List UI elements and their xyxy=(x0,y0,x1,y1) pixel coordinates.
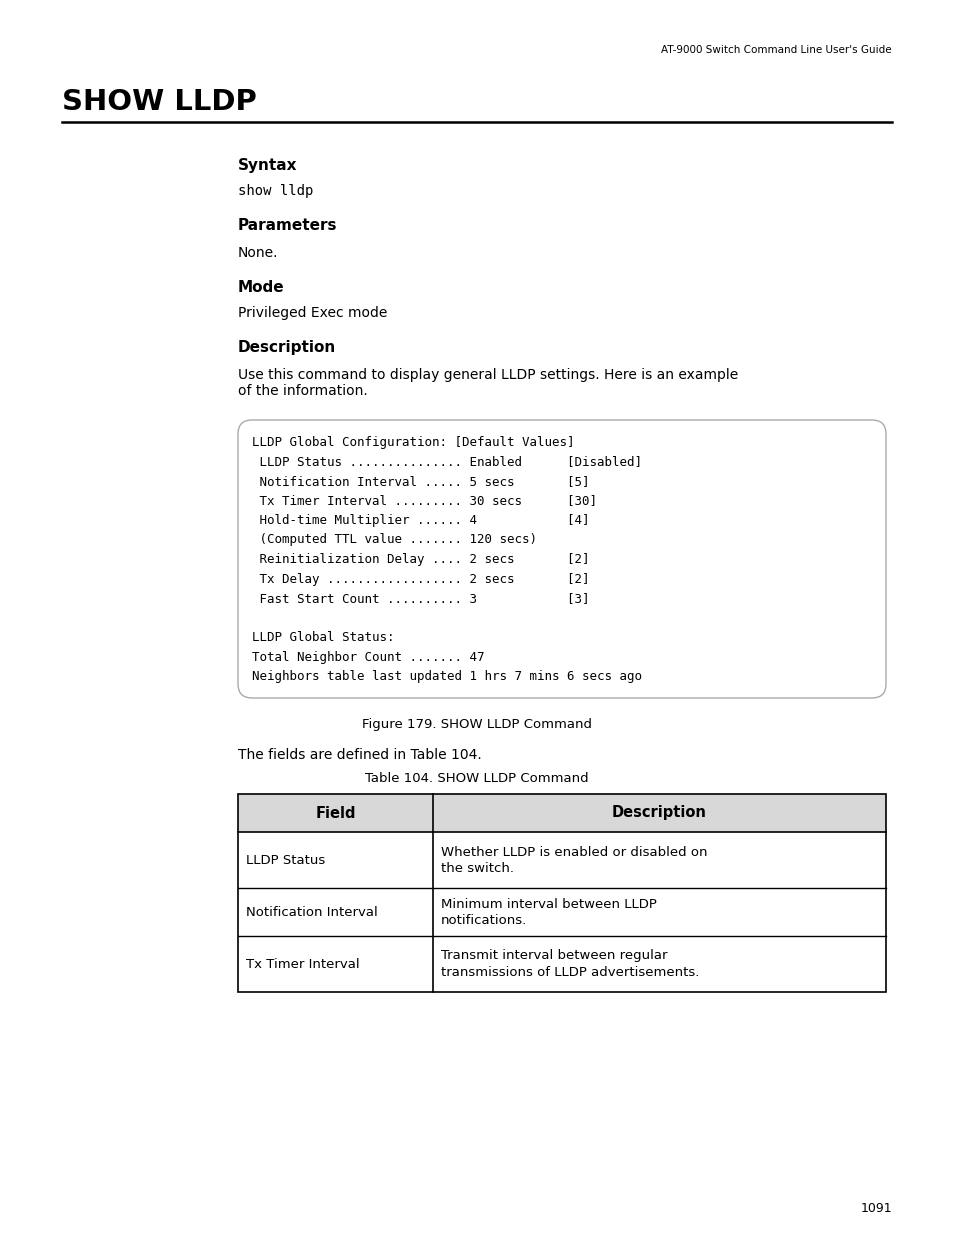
Text: LLDP Status: LLDP Status xyxy=(246,853,325,867)
Text: Minimum interval between LLDP: Minimum interval between LLDP xyxy=(440,898,657,910)
Text: transmissions of LLDP advertisements.: transmissions of LLDP advertisements. xyxy=(440,966,699,978)
Text: Mode: Mode xyxy=(237,280,284,295)
Text: Description: Description xyxy=(237,340,335,354)
Text: None.: None. xyxy=(237,246,278,261)
Text: Hold-time Multiplier ...... 4            [4]: Hold-time Multiplier ...... 4 [4] xyxy=(252,514,589,527)
Text: SHOW LLDP: SHOW LLDP xyxy=(62,88,256,116)
Text: Table 104. SHOW LLDP Command: Table 104. SHOW LLDP Command xyxy=(365,772,588,785)
Text: the switch.: the switch. xyxy=(440,862,514,874)
Bar xyxy=(237,794,885,832)
Text: show lldp: show lldp xyxy=(237,184,313,198)
Text: Reinitialization Delay .... 2 secs       [2]: Reinitialization Delay .... 2 secs [2] xyxy=(252,553,589,566)
Text: Transmit interval between regular: Transmit interval between regular xyxy=(440,950,667,962)
Bar xyxy=(237,794,885,992)
Text: Use this command to display general LLDP settings. Here is an example
of the inf: Use this command to display general LLDP… xyxy=(237,368,738,398)
Text: Privileged Exec mode: Privileged Exec mode xyxy=(237,306,387,320)
Text: notifications.: notifications. xyxy=(440,914,527,926)
Text: Whether LLDP is enabled or disabled on: Whether LLDP is enabled or disabled on xyxy=(440,846,707,858)
Text: Tx Timer Interval: Tx Timer Interval xyxy=(246,957,359,971)
Text: AT-9000 Switch Command Line User's Guide: AT-9000 Switch Command Line User's Guide xyxy=(660,44,891,56)
Text: Tx Timer Interval ......... 30 secs      [30]: Tx Timer Interval ......... 30 secs [30] xyxy=(252,494,597,508)
Text: LLDP Global Status:: LLDP Global Status: xyxy=(252,631,395,643)
Text: Notification Interval: Notification Interval xyxy=(246,905,377,919)
Text: Fast Start Count .......... 3            [3]: Fast Start Count .......... 3 [3] xyxy=(252,592,589,605)
Text: (Computed TTL value ....... 120 secs): (Computed TTL value ....... 120 secs) xyxy=(252,534,537,547)
Text: LLDP Status ............... Enabled      [Disabled]: LLDP Status ............... Enabled [Dis… xyxy=(252,456,641,468)
Text: LLDP Global Configuration: [Default Values]: LLDP Global Configuration: [Default Valu… xyxy=(252,436,574,450)
Text: 1091: 1091 xyxy=(860,1202,891,1215)
Text: Field: Field xyxy=(314,805,355,820)
Text: Total Neighbor Count ....... 47: Total Neighbor Count ....... 47 xyxy=(252,651,484,663)
FancyBboxPatch shape xyxy=(237,420,885,698)
Text: Description: Description xyxy=(612,805,706,820)
Text: Parameters: Parameters xyxy=(237,219,337,233)
Text: Neighbors table last updated 1 hrs 7 mins 6 secs ago: Neighbors table last updated 1 hrs 7 min… xyxy=(252,671,641,683)
Text: Notification Interval ..... 5 secs       [5]: Notification Interval ..... 5 secs [5] xyxy=(252,475,589,488)
Text: Syntax: Syntax xyxy=(237,158,297,173)
Text: Figure 179. SHOW LLDP Command: Figure 179. SHOW LLDP Command xyxy=(361,718,592,731)
Text: Tx Delay .................. 2 secs       [2]: Tx Delay .................. 2 secs [2] xyxy=(252,573,589,585)
Text: The fields are defined in Table 104.: The fields are defined in Table 104. xyxy=(237,748,481,762)
